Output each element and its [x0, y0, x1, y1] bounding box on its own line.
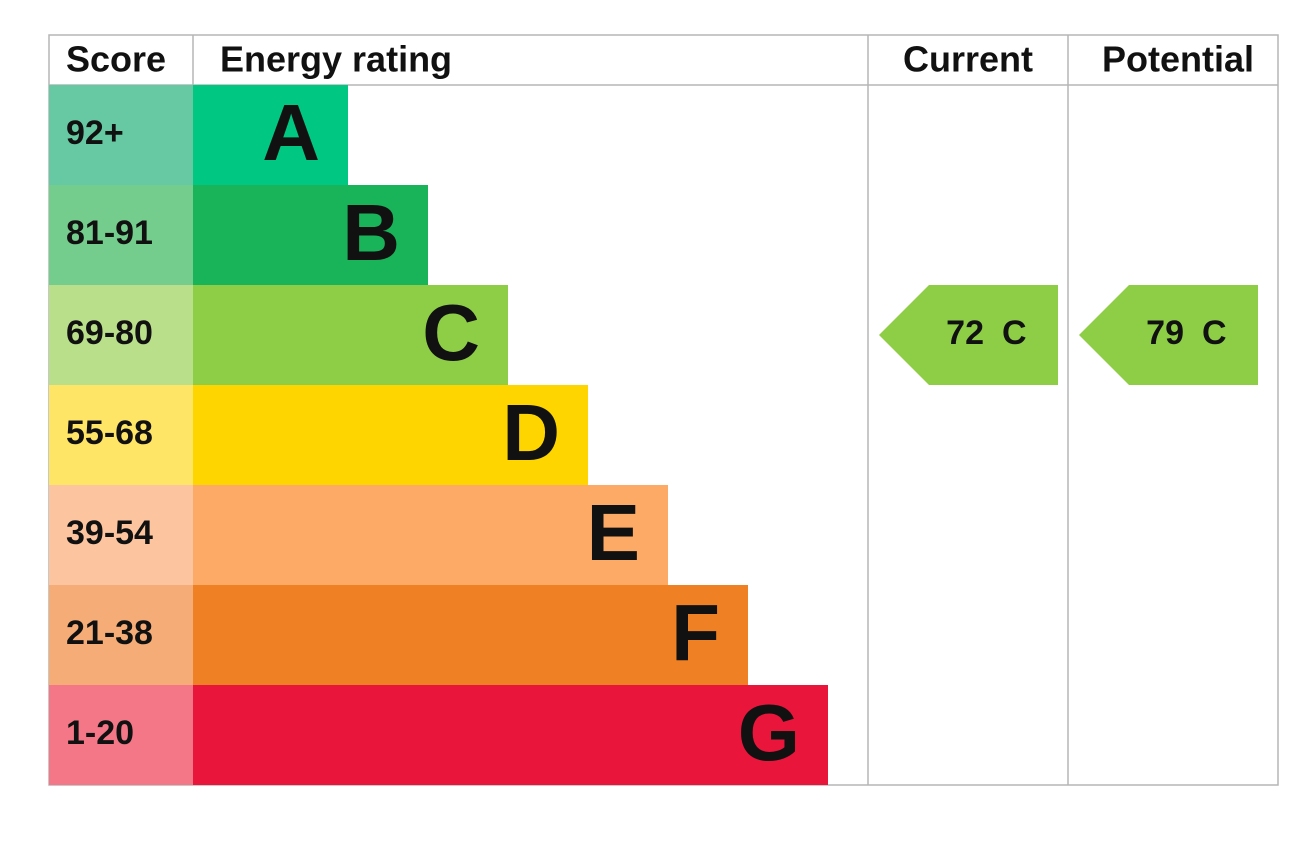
potential-score: 79	[1146, 314, 1184, 352]
rating-bar	[193, 485, 668, 585]
score-cell	[49, 685, 193, 785]
potential-arrow	[1079, 285, 1258, 385]
score-range: 21-38	[66, 614, 153, 652]
current-arrow	[879, 285, 1058, 385]
rating-letter: D	[502, 388, 560, 477]
score-cell	[49, 85, 193, 185]
header-potential: Potential	[1102, 39, 1254, 80]
score-cell	[49, 185, 193, 285]
score-cell	[49, 585, 193, 685]
rating-letter: F	[671, 588, 720, 677]
rating-bar	[193, 685, 828, 785]
current-band: C	[1002, 314, 1027, 352]
header-current: Current	[903, 39, 1033, 80]
rating-letter: G	[738, 688, 800, 777]
score-range: 92+	[66, 114, 124, 152]
current-score: 72	[946, 314, 984, 352]
score-range: 81-91	[66, 214, 153, 252]
score-range: 39-54	[66, 514, 153, 552]
score-cell	[49, 385, 193, 485]
rating-bar	[193, 585, 748, 685]
rating-bar	[193, 185, 428, 285]
score-range: 69-80	[66, 314, 153, 352]
rating-letter: B	[342, 188, 400, 277]
potential-band: C	[1202, 314, 1227, 352]
rating-letter: E	[587, 488, 640, 577]
rating-bar	[193, 285, 508, 385]
score-cell	[49, 485, 193, 585]
rating-letter: A	[262, 88, 320, 177]
header-score: Score	[66, 39, 166, 80]
score-cell	[49, 285, 193, 385]
header-rating: Energy rating	[220, 39, 452, 80]
score-range: 1-20	[66, 714, 134, 752]
rating-letter: C	[422, 288, 480, 377]
score-range: 55-68	[66, 414, 153, 452]
rating-bar	[193, 85, 348, 185]
rating-bar	[193, 385, 588, 485]
